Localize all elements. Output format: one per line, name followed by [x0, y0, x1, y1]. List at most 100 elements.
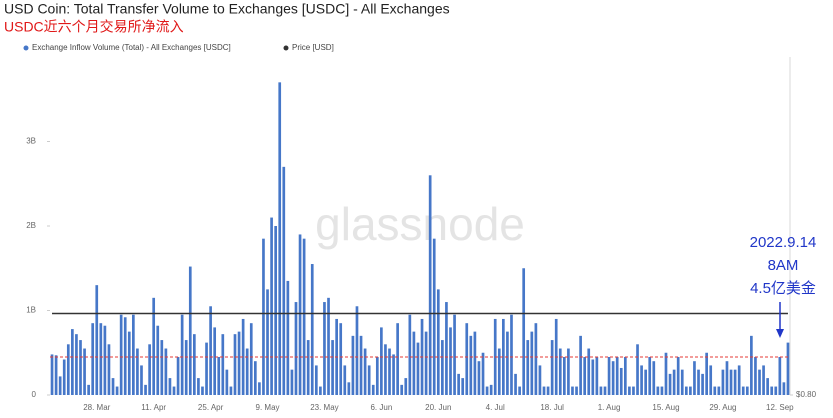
bar: [733, 369, 737, 395]
legend-entry: Price [USD]: [292, 43, 334, 52]
bar: [302, 238, 306, 395]
bar: [306, 340, 310, 395]
bar: [95, 285, 99, 395]
bar: [465, 323, 469, 395]
bar: [595, 356, 599, 395]
bar: [717, 386, 721, 395]
bar: [676, 356, 680, 395]
bar: [441, 340, 444, 395]
x-tick-label: 23. May: [310, 403, 338, 412]
bar: [201, 386, 204, 395]
bar: [689, 386, 692, 395]
annotation: 8AM: [768, 257, 799, 274]
bar: [660, 386, 664, 395]
bar: [575, 386, 578, 395]
bar: [754, 356, 757, 395]
bar: [668, 373, 672, 395]
bar: [412, 331, 416, 395]
bar: [445, 302, 448, 395]
bar: [233, 334, 237, 395]
x-tick-label: 6. Jun: [370, 403, 392, 412]
bar: [530, 331, 534, 395]
bar: [701, 373, 704, 395]
bar: [729, 369, 733, 395]
bar: [107, 344, 111, 395]
bar: [253, 361, 257, 395]
bar: [347, 382, 351, 395]
bar: [534, 323, 538, 395]
bar: [697, 369, 700, 395]
bar: [603, 386, 607, 395]
bar: [152, 297, 156, 395]
bar: [339, 323, 343, 395]
x-tick-label: 12. Sep: [766, 403, 794, 412]
bar: [367, 365, 371, 395]
bar: [684, 386, 688, 395]
bar: [693, 361, 696, 395]
bar: [432, 238, 436, 395]
bar: [140, 365, 143, 395]
chart-subtitle: USDC近六个月交易所净流入: [4, 19, 184, 35]
bar: [424, 331, 428, 395]
bar: [436, 289, 440, 395]
annotation: 2022.9.14: [750, 234, 817, 251]
bar: [119, 314, 123, 395]
bar: [249, 323, 253, 395]
bar: [75, 334, 78, 395]
bar: [514, 373, 517, 395]
bar: [123, 317, 127, 395]
watermark: glassnode: [315, 198, 525, 250]
bar: [473, 331, 477, 395]
bar: [355, 306, 359, 395]
annotation-arrow-head: [776, 329, 784, 338]
bar: [359, 335, 363, 395]
bar: [192, 334, 196, 395]
bar: [331, 340, 334, 395]
bar: [758, 369, 761, 395]
bar: [506, 331, 509, 395]
bar: [71, 329, 74, 395]
bar: [262, 238, 265, 395]
bar: [599, 386, 603, 395]
plot: 0 1B 2B 3B $0.80 28. Mar 11. Apr 25. Apr 9. May 2…: [26, 82, 817, 412]
x-tick-label: 25. Apr: [198, 403, 224, 412]
bar: [672, 369, 676, 395]
y2-tick-label: $0.80: [796, 390, 817, 399]
x-tick-label: 9. May: [256, 403, 280, 412]
bar: [400, 384, 404, 395]
bar: [180, 314, 184, 395]
bar: [778, 356, 782, 395]
bar: [209, 306, 212, 395]
bar: [111, 378, 115, 395]
bar: [188, 266, 192, 395]
legend-entry: Exchange Inflow Volume (Total) - All Exc…: [32, 43, 231, 52]
bar: [469, 335, 473, 395]
bar: [298, 234, 302, 395]
bar: [103, 325, 107, 395]
bar: [770, 386, 774, 395]
bar: [266, 289, 269, 395]
bar: [404, 378, 408, 395]
bar: [323, 302, 326, 395]
bar: [725, 361, 729, 395]
bar: [99, 323, 103, 395]
bar: [294, 302, 298, 395]
annotation: 4.5亿美金: [750, 280, 816, 297]
bar: [449, 327, 452, 395]
bar: [481, 352, 485, 395]
bar: [489, 384, 493, 395]
bar: [83, 348, 86, 395]
bar: [62, 359, 66, 395]
bar: [571, 386, 574, 395]
bar: [221, 334, 225, 395]
bar: [79, 340, 82, 395]
bar: [282, 166, 286, 395]
x-tick-label: 1. Aug: [598, 403, 621, 412]
bar: [522, 268, 526, 395]
bar: [542, 386, 546, 395]
bar: [213, 327, 217, 395]
bar: [132, 314, 135, 395]
bar: [314, 365, 318, 395]
bar: [709, 365, 713, 395]
bar: [636, 344, 639, 395]
